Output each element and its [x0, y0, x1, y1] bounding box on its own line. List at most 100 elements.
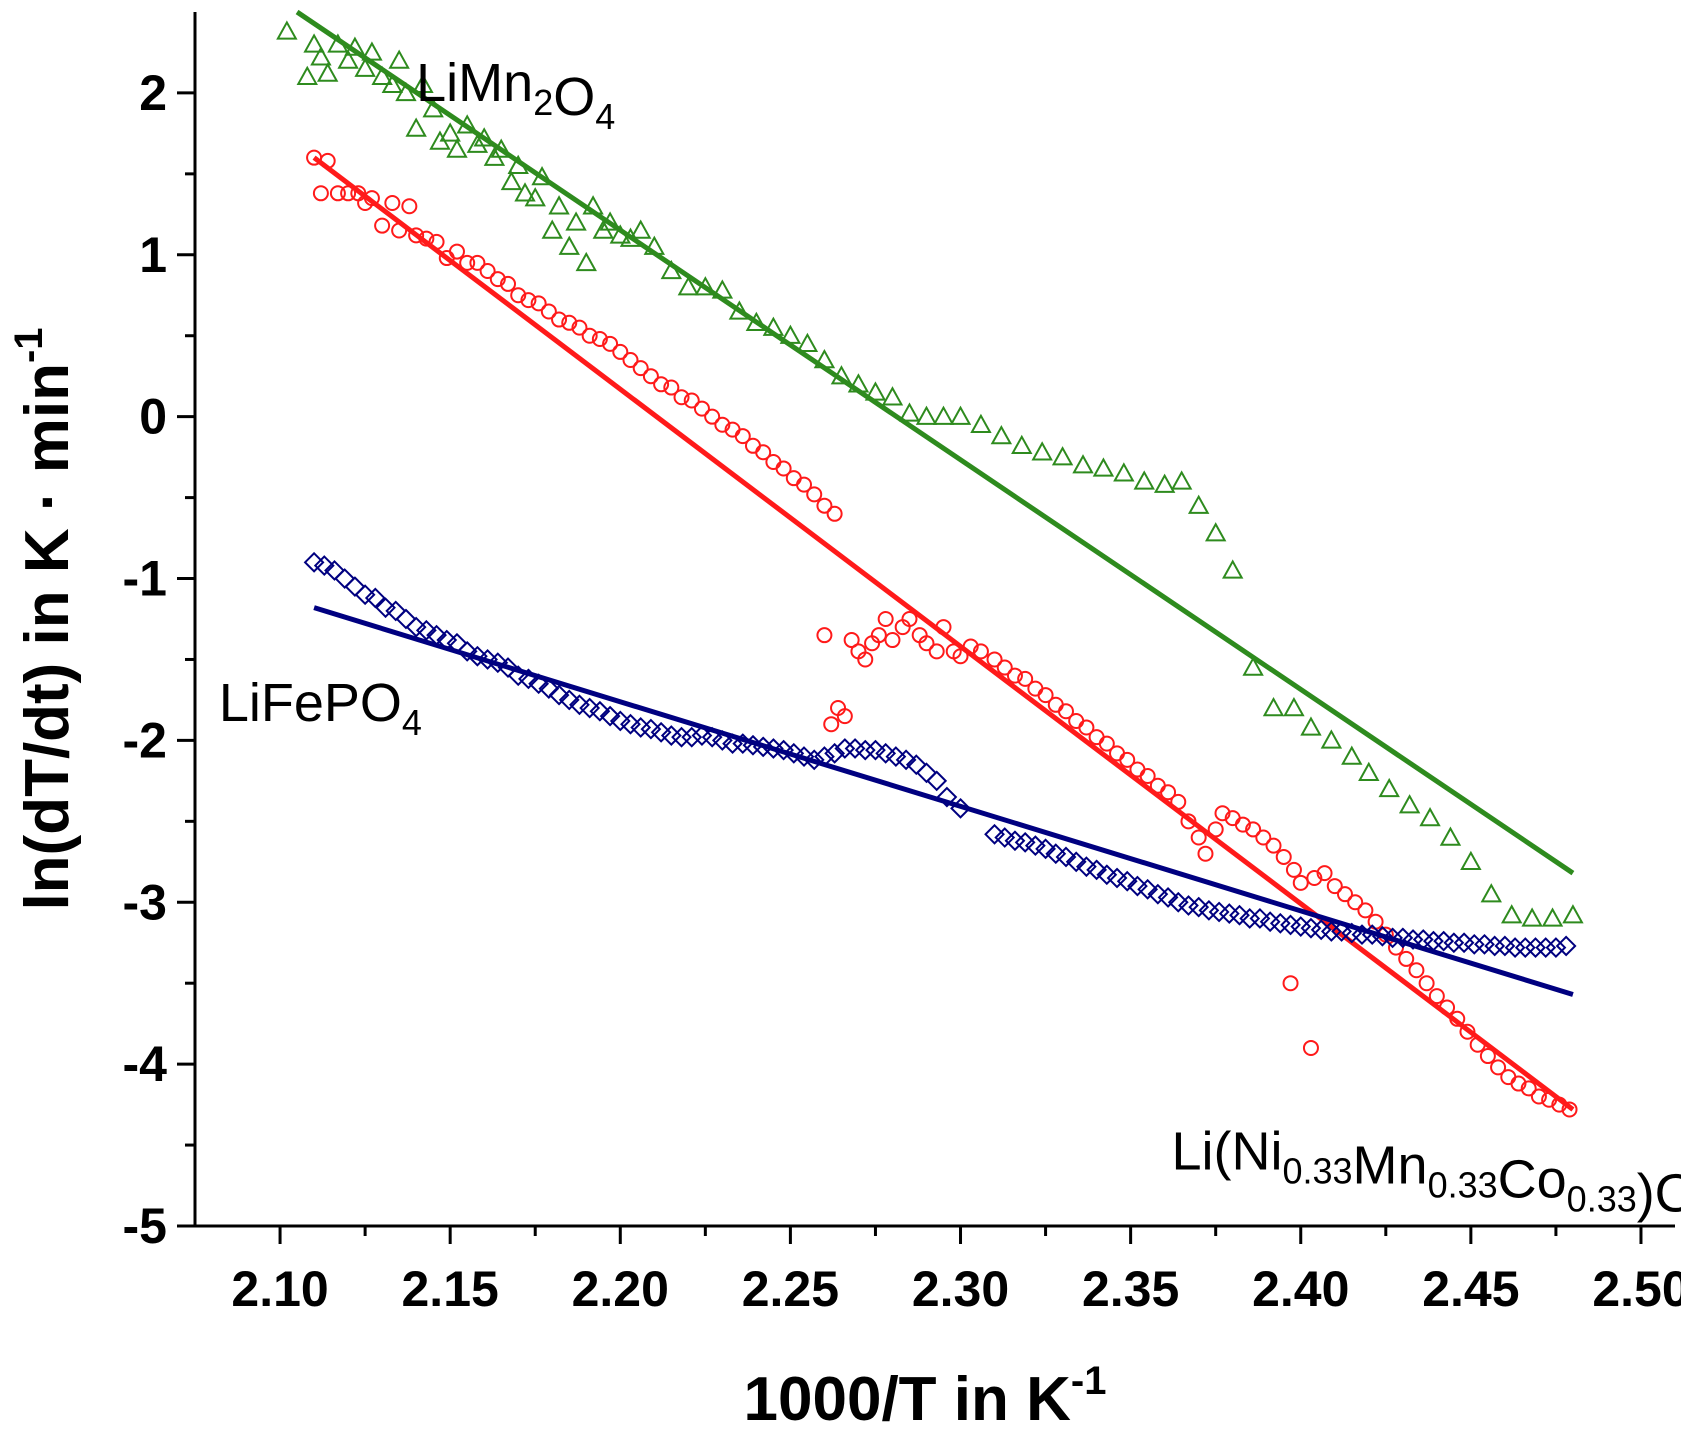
data-point [364, 587, 386, 609]
y-axis-title-main: ln(dT/dt) in K · min [13, 363, 82, 911]
data-point [1068, 712, 1085, 729]
data-point [1234, 816, 1251, 833]
data-point [1326, 878, 1343, 895]
data-point [448, 243, 465, 260]
data-point [1086, 859, 1108, 881]
data-point [1214, 805, 1231, 822]
data-point [1092, 457, 1115, 477]
data-point [1239, 908, 1261, 929]
data-point [916, 762, 937, 784]
y-tick-label: -5 [123, 1198, 167, 1254]
data-point [693, 400, 710, 417]
data-point [1463, 933, 1485, 955]
data-point [1242, 656, 1264, 676]
data-point [1398, 794, 1421, 814]
data-point [1282, 975, 1299, 992]
data-point [683, 392, 700, 409]
data-point [1283, 696, 1305, 717]
data-point [783, 742, 805, 764]
data-point [569, 694, 590, 716]
label-text: Co [1498, 1149, 1567, 1209]
data-point [1222, 559, 1244, 579]
x-tick-label: 2.20 [572, 1261, 669, 1317]
data-point [1535, 937, 1557, 959]
label-subscript: 0.33 [1567, 1178, 1637, 1219]
data-point [1300, 716, 1322, 736]
data-point [1113, 462, 1135, 482]
data-point [565, 211, 587, 231]
data-point [558, 689, 580, 711]
data-point [1075, 856, 1097, 878]
data-point [714, 416, 731, 433]
data-point [1106, 867, 1128, 889]
label-text: LiFePO [219, 673, 402, 733]
data-point [926, 770, 948, 792]
label-subscript: 0.33 [1428, 1164, 1498, 1205]
data-point [1484, 935, 1506, 957]
data-point [561, 314, 578, 331]
label-subscript: 0.33 [1282, 1150, 1352, 1191]
data-point [1408, 962, 1425, 979]
data-point [337, 49, 359, 69]
data-point [1027, 680, 1044, 697]
series-label: LiMn2O4 [416, 53, 615, 137]
data-point [881, 386, 904, 406]
x-axis-title: 1000/T in K-1 [744, 1359, 1107, 1434]
data-point [1504, 937, 1526, 959]
data-point [1157, 886, 1179, 908]
data-point [836, 708, 853, 725]
data-point [1460, 850, 1482, 870]
data-point [466, 645, 488, 667]
data-point [479, 262, 496, 279]
y-axis-title-sup: -1 [7, 327, 51, 363]
data-point [1153, 473, 1176, 493]
data-point [276, 20, 298, 40]
data-point [901, 611, 918, 627]
data-point [824, 742, 846, 764]
data-point [310, 46, 332, 66]
label-subscript: 4 [402, 702, 422, 743]
data-point [1510, 1075, 1527, 1092]
data-point [1378, 777, 1400, 798]
data-point [918, 635, 935, 652]
data-point [1514, 937, 1536, 959]
data-point [823, 716, 840, 733]
data-point [303, 551, 325, 573]
x-tick-label: 2.15 [402, 1261, 499, 1317]
data-point [388, 49, 410, 69]
data-point [371, 65, 393, 85]
data-point [1316, 865, 1333, 882]
data-point [538, 678, 560, 700]
data-point [514, 182, 536, 202]
data-point [972, 643, 989, 660]
data-point [826, 505, 843, 522]
data-point [1292, 874, 1309, 891]
data-point [401, 198, 418, 215]
axis-titles: 1000/T in K-1 ln(dT/dt) in K · min-1 [7, 327, 1106, 1434]
data-point [1500, 904, 1523, 924]
data-point [796, 332, 819, 353]
data-point [548, 195, 570, 215]
data-point [796, 476, 813, 493]
data-point [1562, 904, 1584, 924]
data-point [1096, 864, 1118, 886]
data-point [755, 444, 772, 461]
data-point [408, 227, 425, 244]
data-point [1057, 703, 1074, 720]
data-point [1006, 667, 1023, 684]
data-point [385, 600, 407, 622]
x-axis-title-main: 1000/T in K [744, 1365, 1072, 1434]
data-point [1051, 446, 1074, 466]
data-point [415, 619, 437, 641]
data-point [1479, 1048, 1496, 1065]
data-point [773, 739, 795, 761]
data-point [374, 217, 391, 234]
data-point [609, 710, 631, 732]
data-point [970, 413, 992, 433]
data-point [1418, 975, 1435, 992]
data-point [1285, 861, 1302, 878]
data-point [1320, 729, 1343, 749]
series-label: LiFePO4 [219, 673, 422, 743]
data-point [1555, 935, 1577, 957]
